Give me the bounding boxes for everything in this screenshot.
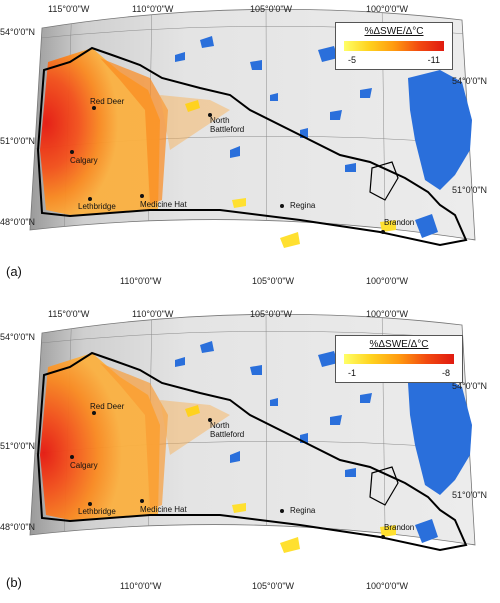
city-label-regina: Regina: [290, 506, 316, 515]
lon-label-bottom-1: 110°0'0"W: [120, 276, 162, 286]
lon-label-bottom-3: 100°0'0"W: [366, 276, 409, 286]
legend-color-bar-b: [344, 354, 454, 364]
city-label-lethbridge: Lethbridge: [78, 507, 116, 516]
city-dot-north-battleford: [208, 418, 212, 422]
city-dot-regina: [280, 204, 284, 208]
panel-label-b: (b): [6, 575, 22, 590]
lon-label-top-4: 100°0'0"W: [366, 309, 409, 319]
lat-label-left-3: 48°0'0"N: [0, 522, 36, 532]
legend-min-b: -1: [348, 368, 357, 378]
city-label-calgary: Calgary: [70, 461, 98, 470]
lon-label-top-1: 115°0'0"W: [48, 309, 90, 319]
legend-title-b: %ΔSWE/Δ°C: [369, 339, 429, 350]
city-label-brandon: Brandon: [384, 523, 415, 532]
lat-label-right-1: 54°0'0"N: [452, 76, 488, 86]
city-dot-red-deer: [92, 106, 96, 110]
city-dot-medicine-hat: [140, 499, 144, 503]
city-dot-brandon: [381, 230, 385, 234]
lon-label-top-2: 110°0'0"W: [132, 4, 174, 14]
lat-label-right-2: 51°0'0"N: [452, 185, 488, 195]
water-bodies-a: [175, 36, 472, 238]
lat-label-left-2: 51°0'0"N: [0, 441, 36, 451]
legend-min-a: -5: [348, 55, 357, 65]
city-dot-calgary: [70, 150, 74, 154]
lon-label-top-2: 110°0'0"W: [132, 309, 174, 319]
city-dot-lethbridge: [88, 502, 92, 506]
lon-label-top-3: 105°0'0"W: [250, 309, 293, 319]
city-dot-calgary: [70, 455, 74, 459]
lat-label-left-3: 48°0'0"N: [0, 217, 36, 227]
city-label-north-battleford: North Battleford: [210, 116, 245, 134]
city-dot-brandon: [381, 535, 385, 539]
lon-label-bottom-1: 110°0'0"W: [120, 581, 162, 591]
lat-label-right-1: 54°0'0"N: [452, 381, 488, 391]
legend-color-bar-a: [344, 41, 444, 51]
lon-label-top-1: 115°0'0"W: [48, 4, 90, 14]
city-dot-north-battleford: [208, 113, 212, 117]
lon-label-bottom-2: 105°0'0"W: [252, 581, 295, 591]
city-dot-lethbridge: [88, 197, 92, 201]
city-label-medicine-hat: Medicine Hat: [140, 505, 187, 514]
snow-change-fill-b: [40, 353, 396, 553]
region-boundary-a: [36, 46, 468, 247]
city-dot-red-deer: [92, 411, 96, 415]
legend-title-a: %ΔSWE/Δ°C: [364, 26, 424, 37]
panel-label-a: (a): [6, 264, 22, 279]
city-dot-medicine-hat: [140, 194, 144, 198]
lat-label-left-1: 54°0'0"N: [0, 27, 36, 37]
city-label-north-battleford: North Battleford: [210, 421, 245, 439]
city-dot-regina: [280, 509, 284, 513]
lat-label-left-2: 51°0'0"N: [0, 136, 36, 146]
map-panel-a: 115°0'0"W 110°0'0"W 105°0'0"W 100°0'0"W …: [0, 0, 500, 296]
city-label-red-deer: Red Deer: [90, 97, 125, 106]
lon-label-bottom-2: 105°0'0"W: [252, 276, 295, 286]
city-label-brandon: Brandon: [384, 218, 415, 227]
lat-label-right-2: 51°0'0"N: [452, 490, 488, 500]
legend-a: %ΔSWE/Δ°C -5 -11: [335, 22, 453, 70]
snow-change-fill-a: [40, 48, 396, 248]
water-bodies-b: [175, 341, 472, 543]
lat-label-left-1: 54°0'0"N: [0, 332, 36, 342]
lon-label-bottom-3: 100°0'0"W: [366, 581, 409, 591]
legend-b: %ΔSWE/Δ°C -1 -8: [335, 335, 463, 383]
city-label-calgary: Calgary: [70, 156, 98, 165]
city-label-medicine-hat: Medicine Hat: [140, 200, 187, 209]
legend-max-b: -8: [441, 368, 450, 378]
city-label-red-deer: Red Deer: [90, 402, 125, 411]
legend-max-a: -11: [427, 55, 440, 65]
region-boundary-b: [36, 351, 468, 552]
city-label-regina: Regina: [290, 201, 316, 210]
lon-label-top-4: 100°0'0"W: [366, 4, 409, 14]
city-label-lethbridge: Lethbridge: [78, 202, 116, 211]
lon-label-top-3: 105°0'0"W: [250, 4, 293, 14]
map-panel-b: 115°0'0"W 110°0'0"W 105°0'0"W 100°0'0"W …: [0, 305, 500, 601]
